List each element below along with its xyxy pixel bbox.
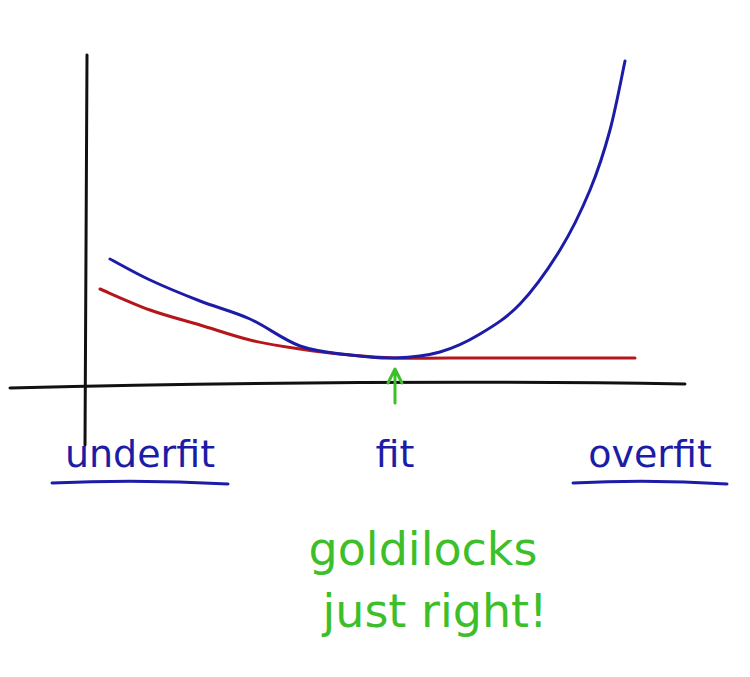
series-line (110, 61, 625, 358)
lines (100, 61, 635, 358)
label-underline (573, 481, 727, 484)
annotation: goldilocks (309, 522, 538, 576)
series-line (100, 289, 635, 358)
chart-root: underfit fit overfit goldilocks just right! (0, 0, 750, 677)
x-tick-label: underfit (65, 432, 215, 476)
x-tick-label: overfit (588, 432, 712, 476)
background (0, 0, 750, 677)
annotation: just right! (321, 584, 547, 638)
chart: underfit fit overfit goldilocks just right! (0, 0, 750, 677)
annotation-arrow (388, 369, 402, 403)
x-axis (10, 382, 685, 388)
label-underline (52, 481, 228, 484)
x-tick-label: fit (376, 432, 415, 476)
